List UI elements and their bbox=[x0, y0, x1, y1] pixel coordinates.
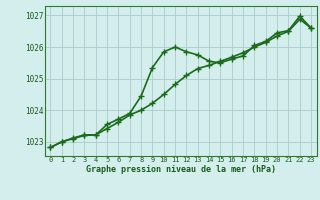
X-axis label: Graphe pression niveau de la mer (hPa): Graphe pression niveau de la mer (hPa) bbox=[86, 165, 276, 174]
